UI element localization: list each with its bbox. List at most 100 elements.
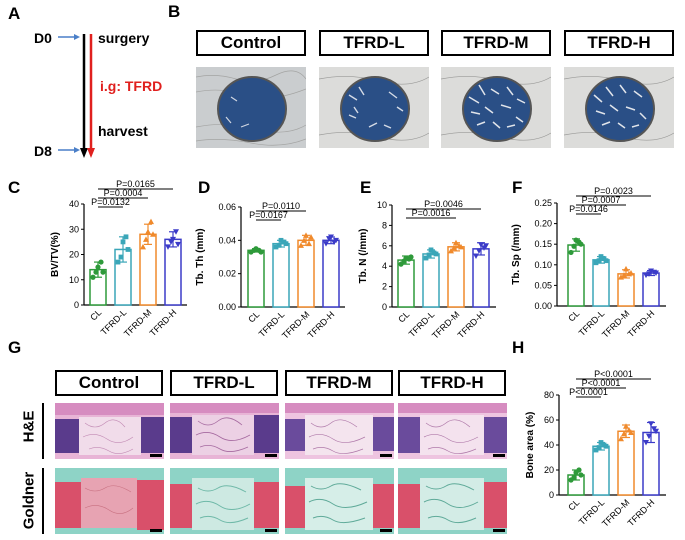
chart-c-ytick-label: 20 <box>69 250 79 260</box>
chart-c-bar-tfrd-h <box>164 238 182 306</box>
chart-d-comparison-label: P=0.0167 <box>249 210 288 220</box>
chart-h-ytick-label: 20 <box>544 465 554 475</box>
chart-h-point-tfrd-h <box>648 421 654 427</box>
chart-f-bar-tfrd-l <box>592 259 610 307</box>
chart-d-point-tfrd-h <box>323 241 329 247</box>
chart-c-ytick-label: 40 <box>69 199 79 209</box>
chart-d-bar-tfrd-m <box>297 239 315 308</box>
chart-c-point-tfrd-l <box>125 247 131 252</box>
chart-f-ytick-label: 0.05 <box>534 280 552 290</box>
chart-c-point-tfrd-l <box>115 259 121 265</box>
panel-label-f: F <box>512 178 523 197</box>
row-label-he: H&E <box>20 410 38 443</box>
timeline-start-event: surgery <box>98 30 150 46</box>
chart-f-point-tfrd-m <box>618 274 624 280</box>
chart-e-comparison-label: P=0.0016 <box>412 208 451 218</box>
microct-image-tfrd-h <box>564 67 674 148</box>
chart-e-xtick-label: TFRD-M <box>430 309 461 340</box>
chart-f-point-tfrd-l <box>603 258 609 264</box>
timeline-start-day: D0 <box>34 30 52 46</box>
chart-c-point-tfrd-m <box>150 231 156 237</box>
timeline-end-day: D8 <box>34 143 52 159</box>
goldner-image-tfrd-m <box>285 468 394 534</box>
group-header-tfrd-m: TFRD-M <box>441 30 551 56</box>
chart-e-point-tfrd-h <box>476 248 482 254</box>
chart-h-xtick-label: TFRD-M <box>600 497 631 528</box>
chart-d-point-tfrd-m <box>303 232 309 238</box>
chart-d-point-tfrd-l <box>278 237 284 243</box>
chart-e-point-tfrd-l <box>426 252 432 258</box>
chart-c-point-tfrd-m <box>143 236 149 242</box>
chart-d-bar-tfrd-h <box>322 239 340 308</box>
chart-c-xtick-label: TFRD-M <box>122 307 153 338</box>
row-bracket-goldner <box>42 468 44 534</box>
chart-h-xtick-label: CL <box>566 497 581 512</box>
chart-h-ylabel: Bone area (%) <box>525 412 536 479</box>
chart-f-comparison-label: P=0.0023 <box>594 186 633 196</box>
panel-label-a: A <box>8 4 21 23</box>
group-header-control: Control <box>196 30 306 56</box>
microct-image-tfrd-l <box>319 67 429 148</box>
chart-e-ylabel: Tb. N (/mm) <box>358 229 369 284</box>
chart-f-comparison-label: P=0.0007 <box>582 195 621 205</box>
chart-h-point-tfrd-h <box>653 428 659 435</box>
chart-f-ytick-label: 0.25 <box>534 198 552 208</box>
timeline-end-event: harvest <box>98 123 148 139</box>
chart-h-comparison-label: P<0.0001 <box>582 378 621 388</box>
chart-d-ytick-label: 0.02 <box>218 269 236 279</box>
chart-h-point-tfrd-l <box>596 445 602 450</box>
chart-f-ytick-label: 0.00 <box>534 301 552 311</box>
chart-f-point-tfrd-l <box>596 258 602 264</box>
he-image-tfrd-l <box>170 403 279 459</box>
chart-f-point-tfrd-m <box>628 270 634 276</box>
chart-e-ytick-label: 4 <box>382 261 387 271</box>
chart-h-point-tfrd-l <box>593 447 599 453</box>
panel-label-c: C <box>8 178 21 197</box>
chart-c-point-tfrd-h <box>170 236 176 243</box>
chart-c-ytick-label: 0 <box>74 300 79 310</box>
group-header-tfrd-l: TFRD-L <box>319 30 429 56</box>
he-image-control <box>55 403 164 459</box>
histology-header-control: Control <box>55 370 163 396</box>
row-label-goldner: Goldner <box>20 471 38 530</box>
chart-d-point-tfrd-l <box>283 241 289 247</box>
chart-c-xtick-label: CL <box>88 307 103 322</box>
chart-c-comparison-label: P=0.0132 <box>91 197 130 207</box>
goldner-image-tfrd-l <box>170 468 279 534</box>
chart-h-point-cl <box>576 467 582 473</box>
chart-e-point-tfrd-l <box>423 255 429 261</box>
chart-e-point-tfrd-h <box>478 242 484 248</box>
chart-d-point-tfrd-m <box>308 234 314 240</box>
chart-e-ytick-label: 8 <box>382 220 387 230</box>
chart-c-point-cl <box>95 264 101 270</box>
chart-f-point-tfrd-m <box>621 272 627 278</box>
chart-f-bar-tfrd-h <box>642 272 660 307</box>
chart-d-xtick-label: CL <box>246 309 261 324</box>
chart-e-point-tfrd-l <box>433 251 439 257</box>
timeline-arrows <box>58 34 95 158</box>
chart-c-point-tfrd-m <box>140 243 146 250</box>
chart-d-ytick-label: 0.04 <box>218 235 236 245</box>
he-image-tfrd-h <box>398 403 507 459</box>
chart-e-bar-tfrd-l <box>422 253 440 308</box>
histology-header-tfrd-h: TFRD-H <box>398 370 506 396</box>
chart-e-point-tfrd-m <box>451 244 457 251</box>
chart-e-bar-cl <box>397 259 415 308</box>
chart-e-ytick-label: 6 <box>382 241 387 251</box>
chart-c-point-tfrd-h <box>175 241 181 248</box>
chart-e-bar-tfrd-m <box>447 246 465 308</box>
chart-f-point-tfrd-m <box>623 265 629 272</box>
chart-e-point-tfrd-h <box>473 253 479 259</box>
panel-label-e: E <box>360 178 372 197</box>
chart-d-ylabel: Tb. Th (mm) <box>195 228 206 285</box>
chart-h-point-cl <box>571 474 577 481</box>
chart-c-point-cl <box>90 274 96 280</box>
he-image-tfrd-m <box>285 403 394 459</box>
chart-e-point-tfrd-h <box>483 243 489 249</box>
chart-e-xtick-label: TFRD-H <box>456 309 487 340</box>
chart-e-point-cl <box>408 254 414 260</box>
chart-c-comparison-label: P=0.0004 <box>104 188 143 198</box>
chart-f-xtick-label: CL <box>566 308 581 323</box>
chart-c-point-tfrd-h <box>173 229 179 235</box>
panel-label-h: H <box>512 338 525 357</box>
